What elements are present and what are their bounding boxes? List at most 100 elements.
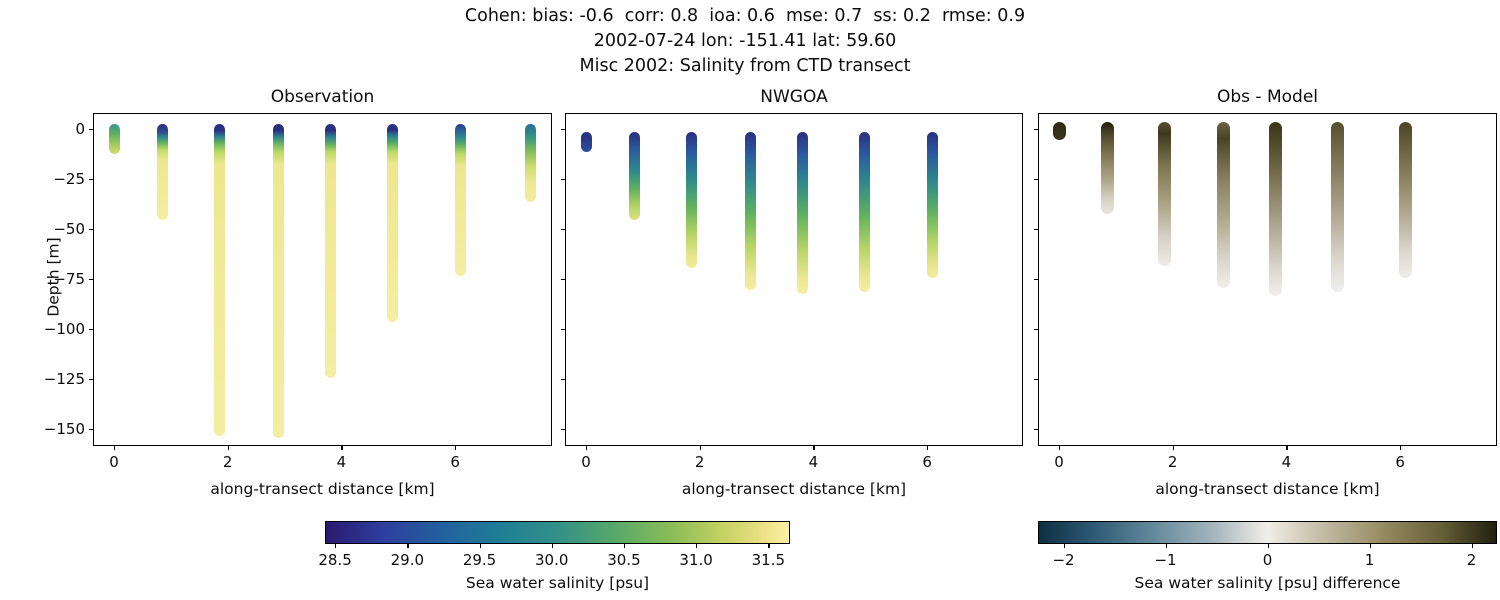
colorbar-tick-label: 30.5 (607, 551, 641, 569)
cast-column (796, 132, 808, 294)
colorbar-tick-label: 1 (1364, 551, 1375, 569)
colorbar-tick (1369, 544, 1371, 548)
x-axis-label: along-transect distance [km] (210, 480, 435, 498)
y-tick (89, 179, 94, 181)
x-tick-label: 2 (694, 453, 705, 471)
panel-title-obs-minus-model: Obs - Model (1216, 87, 1318, 107)
panel-title-observation: Observation (270, 87, 375, 107)
y-tick-label: −150 (43, 420, 85, 438)
y-tick (1034, 379, 1039, 381)
x-tick-label: 4 (1281, 453, 1292, 471)
y-tick-label: −75 (53, 270, 85, 288)
colorbar-tick-label: 0 (1262, 551, 1273, 569)
x-tick-label: 0 (1054, 453, 1064, 471)
colorbar-tick-label: 28.5 (318, 551, 352, 569)
suptitle-dataset: Misc 2002: Salinity from CTD transect (579, 56, 911, 76)
y-tick (89, 329, 94, 331)
colorbar-tick (407, 544, 409, 548)
colorbar-tick (623, 544, 626, 548)
y-tick (1034, 129, 1039, 131)
x-tick-label: 6 (450, 453, 460, 471)
panel-nwgoa: NWGOA 0 2 4 6 along-transect distance [km] (561, 87, 1023, 498)
y-axis-label: Depth [m] (44, 237, 63, 317)
y-tick-label: −50 (53, 220, 85, 238)
panel-observation: Observation 0 2 4 6 0 −25 −50 −75 −100 −125 −150 D… (44, 87, 552, 498)
y-tick (1034, 329, 1039, 331)
y-tick (561, 379, 566, 381)
y-tick (561, 129, 566, 131)
cast-column (1100, 122, 1114, 214)
colorbar-salinity-label: Sea water salinity [psu] (465, 574, 650, 592)
colorbar-difference-gradient (1038, 521, 1497, 544)
colorbar-difference-label: Sea water salinity [psu] difference (1134, 574, 1401, 592)
cast-column (745, 132, 757, 290)
colorbar-tick (335, 544, 337, 548)
cast-column (273, 124, 285, 438)
x-tick (227, 445, 229, 450)
y-tick-label: −100 (43, 320, 85, 338)
colorbar-tick-label: 31.0 (679, 551, 713, 569)
y-tick (89, 429, 94, 431)
x-tick-label: 2 (222, 453, 233, 471)
x-tick (114, 445, 116, 450)
y-tick-label: −125 (43, 370, 85, 388)
cast-column (156, 124, 168, 220)
colorbar-tick (551, 544, 553, 548)
colorbar-tick (1063, 544, 1065, 548)
cast-column (580, 132, 592, 152)
cast-column (628, 132, 640, 220)
y-tick (89, 379, 94, 381)
y-tick (561, 229, 566, 231)
colorbar-tick (768, 544, 770, 548)
cast-column (1157, 122, 1171, 266)
cast-column (525, 124, 537, 202)
y-tick (1034, 179, 1039, 181)
x-tick-label: 4 (336, 453, 347, 471)
cast-column (685, 132, 697, 268)
cast-column (108, 124, 120, 154)
colorbar-tick (479, 544, 481, 548)
cast-column (1217, 122, 1231, 288)
colorbar-tick-label: 29.0 (390, 551, 425, 569)
y-tick-label: −25 (53, 170, 85, 188)
colorbar-tick-label: −1 (1154, 551, 1177, 569)
x-tick-label: 6 (922, 453, 932, 471)
colorbar-tick (696, 544, 698, 548)
x-tick-label: 0 (581, 453, 591, 471)
colorbar-tick-label: 29.5 (462, 551, 497, 569)
x-tick-label: 6 (1395, 453, 1405, 471)
colorbar-tick (1471, 544, 1473, 548)
plot-area-nwgoa: 0 2 4 6 (561, 113, 1023, 471)
colorbar-salinity: Sea water salinity [psu] 28.5 29.0 29.5 30.… (318, 521, 790, 592)
x-tick (586, 445, 588, 450)
cast-column (927, 132, 939, 278)
x-tick (341, 445, 343, 450)
y-tick (561, 179, 566, 181)
colorbar-tick (1165, 544, 1167, 548)
x-tick (455, 445, 457, 450)
cast-column (324, 124, 336, 378)
y-tick (1034, 429, 1039, 431)
cast-column (859, 132, 871, 292)
x-tick (1059, 445, 1061, 450)
y-tick (1034, 229, 1039, 231)
plot-area-obs-minus-model: 0 2 4 6 (1034, 113, 1497, 471)
y-tick (89, 129, 94, 131)
x-tick (813, 445, 815, 450)
colorbar-tick (1267, 544, 1269, 548)
x-tick-label: 0 (109, 453, 119, 471)
cast-column (455, 124, 467, 276)
colorbar-tick-label: 30.0 (535, 551, 569, 569)
x-tick (1286, 445, 1288, 450)
y-tick (1034, 279, 1039, 281)
y-tick (561, 329, 566, 331)
y-tick (561, 429, 566, 431)
x-tick (927, 445, 929, 450)
x-tick (1172, 445, 1174, 450)
suptitle-date-location: 2002-07-24 lon: -151.41 lat: 59.60 (593, 31, 897, 51)
y-tick-label: 0 (75, 120, 85, 138)
x-axis-label: along-transect distance [km] (681, 480, 907, 498)
cast-column (387, 124, 399, 322)
cast-column (1399, 122, 1413, 278)
